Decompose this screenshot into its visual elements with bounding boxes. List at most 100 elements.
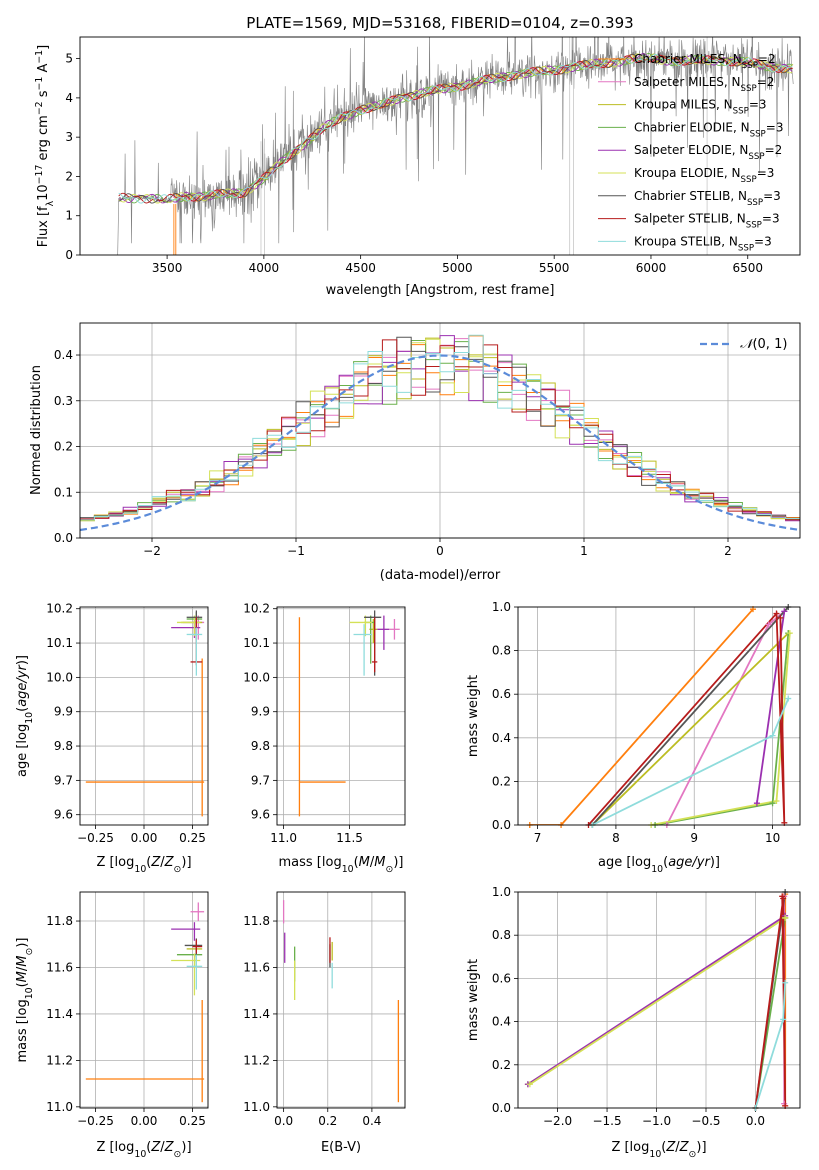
plot-area xyxy=(529,607,791,825)
y-tick-label: 11.4 xyxy=(46,1007,73,1021)
data-marker xyxy=(765,621,772,628)
figure-title: PLATE=1569, MJD=53168, FIBERID=0104, z=0… xyxy=(246,14,633,32)
data-marker xyxy=(769,732,776,739)
x-tick-label: 5500 xyxy=(539,261,570,275)
x-tick-label: 7 xyxy=(534,831,542,845)
y-tick-label: 11.0 xyxy=(46,1100,73,1114)
y-tick-label: 0.8 xyxy=(492,644,511,658)
y-tick-label: 11.4 xyxy=(243,1007,270,1021)
data-marker xyxy=(786,630,793,637)
error-bar-point xyxy=(372,617,378,673)
y-tick-label: 1 xyxy=(65,209,73,223)
y-axis-label: age [log10(age/yr)] xyxy=(15,655,35,777)
y-tick-label: 10.2 xyxy=(243,602,270,616)
panel-mass-weight-vs-Z: −2.0 −1.5 −1.0 −0.5 0.0 0.0 0.2 0.4 0.6 0.8 1.0 Z [… xyxy=(466,885,801,1160)
x-tick-label: 0 xyxy=(436,544,444,558)
legend-label: Chabrier MILES, NSSP=2 xyxy=(634,52,776,71)
y-tick-label: 9.8 xyxy=(54,739,73,753)
y-tick-label: 0.6 xyxy=(492,687,511,701)
x-tick-label: 1 xyxy=(580,544,588,558)
x-tick-label: 0.2 xyxy=(318,1114,337,1128)
error-bar-point xyxy=(377,615,390,650)
error-bar-point xyxy=(176,947,203,967)
y-tick-label: 0 xyxy=(65,248,73,262)
legend-label: Chabrier STELIB, NSSP=3 xyxy=(634,189,781,208)
x-tick-label: 0.4 xyxy=(362,1114,381,1128)
axes-frame xyxy=(79,891,209,1109)
data-marker xyxy=(773,610,780,617)
y-tick-label: 2 xyxy=(65,169,73,183)
y-tick-label: 0.2 xyxy=(492,774,511,788)
axes-frame xyxy=(276,891,406,1109)
y-axis-label: mass weight xyxy=(466,675,481,757)
x-tick-label: 0.00 xyxy=(131,831,158,845)
x-tick-label: −1.0 xyxy=(642,1114,671,1128)
y-tick-label: 4 xyxy=(65,91,73,105)
error-bar-point xyxy=(85,1000,205,1103)
plot-area xyxy=(298,610,400,817)
error-bar-point xyxy=(171,953,201,996)
y-tick-label: 0.6 xyxy=(492,971,511,985)
mass-weight-line xyxy=(756,611,786,804)
data-marker xyxy=(753,800,760,807)
y-tick-label: 11.8 xyxy=(46,914,73,928)
x-tick-label: 0.0 xyxy=(746,1114,765,1128)
x-tick-label: 0.25 xyxy=(179,1114,206,1128)
mass-weight-line xyxy=(529,917,786,1085)
panel-spectrum: 3500 4000 4500 5000 5500 6000 6500 0 1 2 3 4 5 Chabri… xyxy=(34,36,801,298)
panel-age-vs-mass: 11.0 11.5 9.6 9.7 9.8 9.9 10.0 10.1 10.2 mass [lo… xyxy=(243,602,406,875)
data-marker xyxy=(781,608,788,615)
x-tick-label: −2.0 xyxy=(543,1114,572,1128)
y-axis-label: Normed distribution xyxy=(29,365,44,495)
x-tick-label: 2 xyxy=(724,544,732,558)
x-axis-label: Z [log10(Z/Z⊙)] xyxy=(611,1140,706,1160)
y-tick-label: 10.0 xyxy=(46,670,73,684)
legend-label: 𝒩(0, 1) xyxy=(740,337,787,352)
y-tick-label: 9.7 xyxy=(251,773,270,787)
y-tick-label: 0.3 xyxy=(54,394,73,408)
residual-histogram-step xyxy=(80,336,800,519)
data-marker xyxy=(782,914,789,921)
x-tick-label: 8 xyxy=(612,831,620,845)
error-bar-point xyxy=(353,624,373,676)
plot-area xyxy=(85,610,205,817)
y-tick-label: 11.8 xyxy=(243,914,270,928)
error-bar-point xyxy=(186,954,203,990)
y-tick-label: 9.7 xyxy=(54,773,73,787)
axes-frame xyxy=(79,606,209,826)
y-tick-label: 0.4 xyxy=(492,1015,511,1029)
x-tick-label: 11.5 xyxy=(336,831,363,845)
x-tick-label: 9 xyxy=(690,831,698,845)
data-marker xyxy=(782,979,789,986)
panel-mass-vs-Z: −0.25 0.00 0.25 11.0 11.2 11.4 11.6 11.8 Z [log1… xyxy=(15,891,209,1160)
mass-weight-line xyxy=(591,632,789,825)
x-axis-label: (data-model)/error xyxy=(380,568,501,583)
x-tick-label: 11.0 xyxy=(270,831,297,845)
data-marker xyxy=(777,614,784,621)
mass-weight-line xyxy=(527,915,786,1085)
y-tick-label: 0.2 xyxy=(54,440,73,454)
x-tick-label: −0.5 xyxy=(691,1114,720,1128)
plot-area xyxy=(527,892,787,1108)
legend-label: Salpeter MILES, NSSP=2 xyxy=(634,75,774,94)
axes-frame xyxy=(517,606,801,826)
model-spectrum xyxy=(118,54,793,204)
error-bar-point xyxy=(186,627,203,676)
x-tick-label: 3500 xyxy=(152,261,183,275)
legend-label: Chabrier ELODIE, NSSP=3 xyxy=(634,120,783,139)
x-tick-label: 5000 xyxy=(442,261,473,275)
x-tick-label: 6500 xyxy=(732,261,763,275)
plot-area xyxy=(85,902,205,1103)
x-axis-label: Z [log10(Z/Z⊙)] xyxy=(96,855,191,875)
axes-frame xyxy=(517,891,801,1109)
x-axis-label: E(B-V) xyxy=(321,1140,361,1155)
x-axis-label: wavelength [Angstrom, rest frame] xyxy=(326,283,555,298)
legend-label: Kroupa STELIB, NSSP=3 xyxy=(634,234,772,253)
y-tick-label: 0.0 xyxy=(492,1101,511,1115)
y-axis-label: mass weight xyxy=(466,959,481,1041)
y-tick-label: 10.0 xyxy=(243,670,270,684)
data-marker xyxy=(780,1016,787,1023)
x-tick-label: 4500 xyxy=(345,261,376,275)
mass-weight-line xyxy=(591,607,789,825)
y-tick-label: 9.6 xyxy=(251,808,270,822)
